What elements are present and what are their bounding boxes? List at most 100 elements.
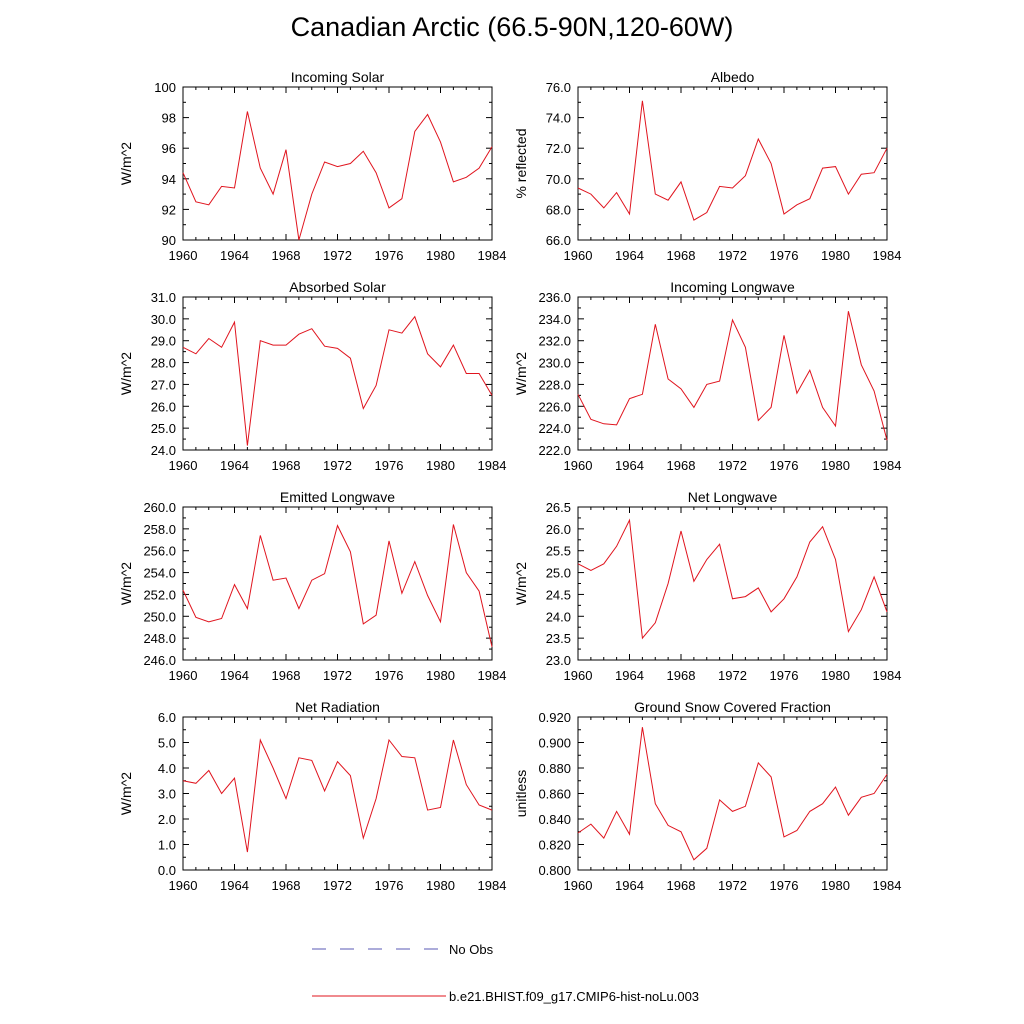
y-tick-label: 26.0 (546, 522, 571, 537)
y-tick-label: 0.920 (538, 710, 571, 725)
y-tick-label: 27.0 (151, 377, 176, 392)
y-tick-label: 30.0 (151, 312, 176, 327)
y-tick-label: 90 (162, 233, 176, 248)
figure-title: Canadian Arctic (66.5-90N,120-60W) (290, 12, 734, 42)
x-tick-label: 1980 (426, 458, 455, 473)
series-line-incoming-solar (182, 111, 493, 241)
x-tick-label: 1968 (272, 248, 301, 263)
x-tick-label: 1964 (615, 248, 644, 263)
series-line-net-radiation (182, 738, 493, 853)
x-tick-label: 1972 (323, 458, 352, 473)
y-axis-label: W/m^2 (513, 352, 529, 395)
x-tick-label: 1972 (718, 458, 747, 473)
y-tick-label: 76.0 (546, 80, 571, 95)
x-tick-label: 1976 (375, 668, 404, 683)
x-tick-label: 1960 (564, 248, 593, 263)
y-tick-label: 29.0 (151, 334, 176, 349)
y-tick-label: 0.860 (538, 787, 571, 802)
x-tick-label: 1984 (478, 248, 507, 263)
panel-incoming-solar: 1960 1964 1968 1972 1976 1980 1984 90 92 94 96 98 10… (118, 69, 506, 263)
x-tick-label: 1984 (873, 878, 902, 893)
y-tick-label: 1.0 (158, 838, 176, 853)
y-tick-label: 0.820 (538, 838, 571, 853)
y-tick-label: 68.0 (546, 202, 571, 217)
x-tick-label: 1972 (323, 248, 352, 263)
x-tick-label: 1972 (323, 878, 352, 893)
x-tick-label: 1968 (667, 878, 696, 893)
y-tick-label: 100 (154, 80, 176, 95)
y-tick-label: 222.0 (538, 443, 571, 458)
x-tick-label: 1984 (873, 248, 902, 263)
x-tick-label: 1964 (615, 878, 644, 893)
y-tick-label: 92 (162, 202, 176, 217)
x-tick-label: 1964 (220, 878, 249, 893)
y-tick-label: 234.0 (538, 312, 571, 327)
panel-title: Absorbed Solar (289, 279, 386, 295)
y-tick-label: 24.5 (546, 587, 571, 602)
panel-albedo: 1960 1964 1968 1972 1976 1980 1984 66.0 68.0 70.0… (513, 69, 901, 263)
y-tick-label: 224.0 (538, 421, 571, 436)
y-tick-label: 26.0 (151, 399, 176, 414)
x-tick-label: 1976 (375, 248, 404, 263)
series-line-net-longwave (577, 518, 888, 640)
y-tick-label: 258.0 (143, 522, 176, 537)
x-tick-label: 1972 (718, 878, 747, 893)
y-axis-label: W/m^2 (118, 772, 134, 815)
y-tick-label: 0.880 (538, 761, 571, 776)
y-tick-label: 31.0 (151, 290, 176, 305)
y-tick-label: 3.0 (158, 787, 176, 802)
x-tick-label: 1972 (718, 248, 747, 263)
y-tick-label: 236.0 (538, 290, 571, 305)
y-tick-label: 2.0 (158, 812, 176, 827)
panel-ground-snow-covered-fraction: 1960 1964 1968 1972 1976 1980 1984 0.800 0.820 0.… (513, 699, 901, 893)
x-tick-label: 1984 (873, 668, 902, 683)
x-tick-label: 1984 (478, 878, 507, 893)
x-tick-label: 1968 (272, 878, 301, 893)
x-tick-label: 1972 (718, 668, 747, 683)
series-line-incoming-longwave (577, 311, 888, 441)
panel-incoming-longwave: 1960 1964 1968 1972 1976 1980 1984 222.0 224.0 22… (513, 279, 901, 473)
y-axis-label: % reflected (513, 128, 529, 198)
y-tick-label: 66.0 (546, 233, 571, 248)
panel-absorbed-solar: 1960 1964 1968 1972 1976 1980 1984 24.0 25.0 26.0… (118, 279, 506, 473)
x-tick-label: 1960 (564, 458, 593, 473)
panel-title: Emitted Longwave (280, 489, 395, 505)
x-tick-label: 1976 (770, 668, 799, 683)
y-axis-label: W/m^2 (513, 562, 529, 605)
y-axis-label: unitless (513, 770, 529, 817)
x-tick-label: 1960 (564, 668, 593, 683)
x-tick-label: 1980 (821, 668, 850, 683)
x-tick-label: 1960 (169, 458, 198, 473)
y-tick-label: 72.0 (546, 141, 571, 156)
x-tick-label: 1984 (478, 668, 507, 683)
y-tick-label: 5.0 (158, 736, 176, 751)
x-tick-label: 1980 (426, 668, 455, 683)
x-tick-label: 1984 (873, 458, 902, 473)
y-tick-label: 25.5 (546, 544, 571, 559)
y-tick-label: 70.0 (546, 172, 571, 187)
panel-net-longwave: 1960 1964 1968 1972 1976 1980 1984 23.0 23.5 24.0… (513, 489, 901, 683)
x-tick-label: 1980 (821, 248, 850, 263)
y-tick-label: 26.5 (546, 500, 571, 515)
x-tick-label: 1964 (220, 248, 249, 263)
y-tick-label: 4.0 (158, 761, 176, 776)
y-tick-label: 246.0 (143, 653, 176, 668)
y-tick-label: 0.0 (158, 863, 176, 878)
x-tick-label: 1960 (169, 248, 198, 263)
x-tick-label: 1976 (375, 458, 404, 473)
y-axis-label: W/m^2 (118, 142, 134, 185)
y-tick-label: 94 (162, 172, 176, 187)
y-tick-label: 232.0 (538, 334, 571, 349)
y-tick-label: 28.0 (151, 356, 176, 371)
y-axis-label: W/m^2 (118, 352, 134, 395)
y-tick-label: 6.0 (158, 710, 176, 725)
legend-label-no-obs: No Obs (449, 942, 494, 957)
x-tick-label: 1980 (426, 248, 455, 263)
x-tick-label: 1960 (169, 878, 198, 893)
panel-title: Ground Snow Covered Fraction (634, 699, 831, 715)
y-tick-label: 248.0 (143, 631, 176, 646)
x-tick-label: 1976 (770, 248, 799, 263)
panel-title: Net Radiation (295, 699, 380, 715)
x-tick-label: 1968 (667, 458, 696, 473)
